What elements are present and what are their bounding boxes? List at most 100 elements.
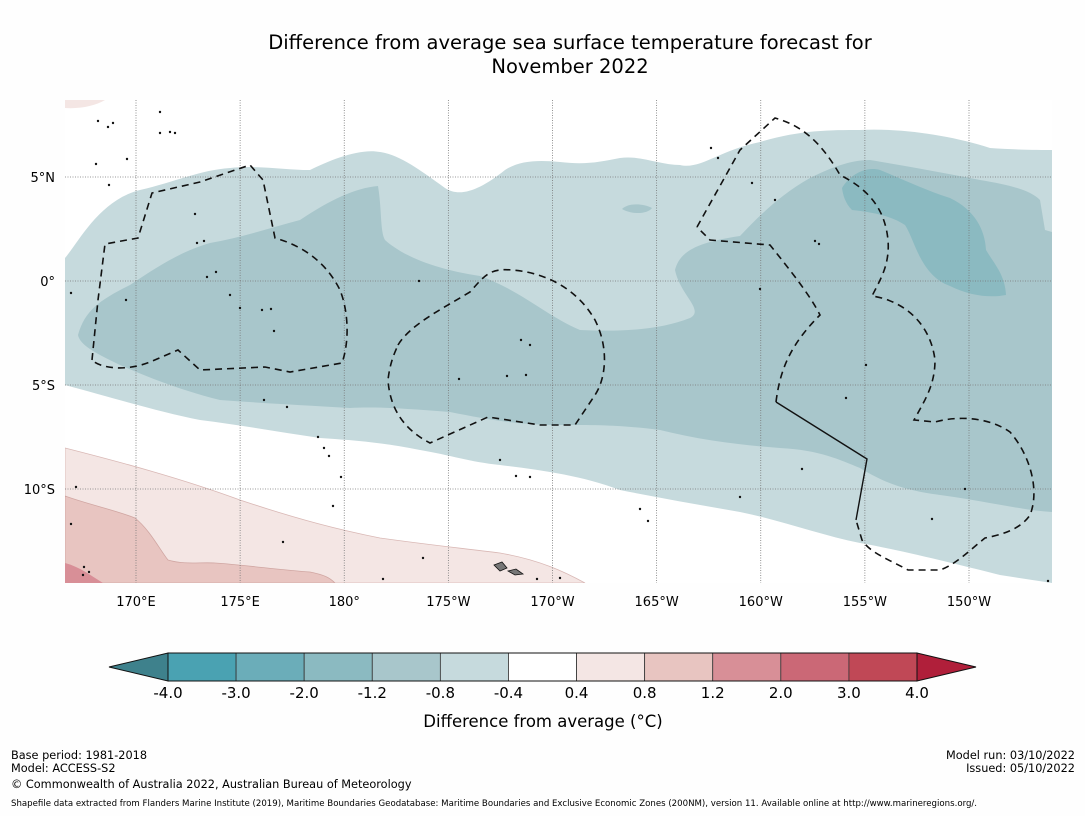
lon-tick-label: 175°W (426, 595, 470, 610)
colorbar-tick-label: 1.2 (701, 684, 725, 702)
island-marker (528, 343, 532, 347)
island-marker (558, 576, 562, 580)
island-marker (269, 307, 273, 311)
island-marker (158, 131, 162, 135)
island-marker (205, 275, 209, 279)
coastlines (69, 110, 1050, 583)
colorbar-tick-label: -0.8 (426, 684, 455, 702)
island-marker (107, 183, 111, 187)
colorbar-tick-label: -2.0 (290, 684, 319, 702)
colorbar-segment (508, 652, 577, 682)
island-marker (514, 474, 518, 478)
colorbar-segment (780, 652, 850, 682)
island-marker (69, 522, 73, 526)
latitude-tick-labels: 5°N 0° 5°S 10°S (24, 171, 55, 498)
island-marker (817, 242, 821, 246)
island-marker (316, 435, 320, 439)
base-period-text: Base period: 1981-2018 (11, 749, 148, 762)
colorbar-segment (303, 652, 373, 682)
island-marker (81, 573, 85, 577)
lon-tick-label: 170°E (116, 595, 156, 610)
island-marker (272, 329, 276, 333)
lon-tick-label: 150°W (947, 595, 991, 610)
colorbar-tick-label: -1.2 (358, 684, 387, 702)
model-text: Model: ACCESS-S2 (11, 762, 116, 775)
island-marker (716, 156, 720, 160)
shapefile-credit-text: Shapefile data extracted from Flanders M… (11, 799, 978, 809)
eez-boundaries (91, 117, 1035, 571)
island-marker (327, 454, 331, 458)
island-marker (963, 487, 967, 491)
island-marker (750, 181, 754, 185)
island-marker (262, 398, 266, 402)
island-marker (381, 577, 385, 581)
contour-small-patch-central (622, 204, 652, 214)
lat-tick-label: 5°S (32, 379, 55, 394)
map-area (65, 100, 1052, 583)
island-marker (125, 157, 129, 161)
island-marker (638, 507, 642, 511)
lat-tick-label: 5°N (31, 171, 56, 186)
issued-text: Issued: 05/10/2022 (966, 762, 1075, 775)
island-marker (528, 475, 532, 479)
island-marker (69, 291, 73, 295)
lon-tick-label: 175°E (220, 595, 260, 610)
colorbar-segment (644, 652, 714, 682)
contour-pos-0.8-to-1.2 (65, 495, 336, 583)
colorbar-segment (235, 652, 305, 682)
copyright-text: © Commonwealth of Australia 2022, Austra… (11, 778, 412, 791)
colorbar-extend-over (916, 652, 977, 682)
colorbar-tick-label: 3.0 (837, 684, 861, 702)
colorbar-segment (712, 652, 782, 682)
island-marker (168, 130, 172, 134)
island-marker (228, 293, 232, 297)
contour-pos-1.2-to-2.0 (65, 563, 103, 583)
island-marker (82, 565, 86, 569)
colorbar: -4.0 -3.0 -2.0 -1.2 -0.8 -0.4 0.4 0.8 1.2 2.0 3.0 4… (108, 652, 977, 702)
island-marker (285, 405, 289, 409)
island-marker (864, 363, 868, 367)
island-marker (457, 377, 461, 381)
gridlines (65, 100, 1052, 583)
contour-neg-2.0-to-1.2 (842, 169, 1006, 297)
island-marker (773, 198, 777, 202)
island-marker (214, 270, 218, 274)
island-marker (800, 467, 804, 471)
island-marker (1046, 579, 1050, 583)
island-marker (74, 485, 78, 489)
island-marker (709, 146, 713, 150)
colorbar-tick-label: 2.0 (769, 684, 793, 702)
island-marker (195, 241, 199, 245)
chart-title-line2: November 2022 (491, 55, 649, 78)
lon-tick-label: 170°W (530, 595, 574, 610)
eez-boundary-phoenix (387, 268, 606, 444)
island-marker (339, 475, 343, 479)
contour-pos-0.4-to-0.8-north (65, 100, 105, 109)
chart-title-line1: Difference from average sea surface temp… (268, 31, 872, 54)
island-marker (505, 374, 509, 378)
colorbar-tick-label: 0.4 (565, 684, 589, 702)
island-marker (417, 279, 421, 283)
colorbar-segment (439, 652, 509, 682)
island-marker (124, 298, 128, 302)
colorbar-segment (848, 652, 918, 682)
colorbar-tick-label: -4.0 (153, 684, 182, 702)
island-marker (519, 338, 523, 342)
lon-tick-label: 160°W (739, 595, 783, 610)
colorbar-outline (167, 652, 918, 682)
chart-title: Difference from average sea surface temp… (0, 31, 1085, 79)
island-marker (524, 373, 528, 377)
lon-tick-label: 180° (329, 595, 360, 610)
colorbar-tick-label: -0.4 (494, 684, 523, 702)
island-marker (322, 446, 326, 450)
island-marker (646, 519, 650, 523)
island-marker (111, 121, 115, 125)
boundary-line-solid (775, 401, 868, 521)
colorbar-segment (167, 652, 237, 682)
island-marker (930, 517, 934, 521)
longitude-tick-labels: 170°E 175°E 180° 175°W 170°W 165°W 160°W 155°W 1… (116, 595, 991, 610)
island-marker (87, 570, 91, 574)
lon-tick-label: 165°W (635, 595, 679, 610)
island-marker (173, 131, 177, 135)
